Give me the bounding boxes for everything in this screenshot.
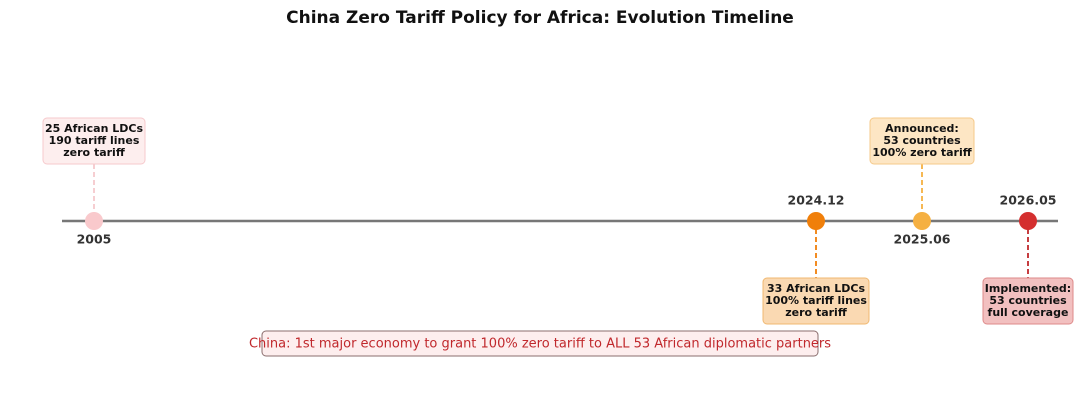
event-date: 2005 <box>77 232 112 247</box>
event-dot <box>807 212 825 230</box>
event-text: 100% tariff lines <box>765 294 867 307</box>
event-box <box>42 117 146 165</box>
event-date: 2024.12 <box>788 193 845 208</box>
event-dot <box>1019 212 1037 230</box>
event-text: 100% zero tariff <box>872 146 971 159</box>
event-box <box>869 117 975 165</box>
event-text: full coverage <box>988 306 1069 319</box>
event-text: Implemented: <box>985 282 1071 295</box>
event-text: 190 tariff lines <box>49 134 140 147</box>
event-text: 25 African LDCs <box>45 122 143 135</box>
event-text: 53 countries <box>883 134 961 147</box>
event-text: zero tariff <box>63 146 125 159</box>
event-dot <box>85 212 103 230</box>
note-box <box>261 330 819 357</box>
note: China: 1st major economy to grant 100% z… <box>249 337 831 352</box>
event-date: 2026.05 <box>1000 193 1057 208</box>
event-text: zero tariff <box>785 306 847 319</box>
event-date: 2025.06 <box>894 232 951 247</box>
event-text: Announced: <box>885 122 959 135</box>
event-box <box>762 277 870 325</box>
event-box <box>982 277 1074 325</box>
event-dot <box>913 212 931 230</box>
title: China Zero Tariff Policy for Africa: Evo… <box>286 8 794 28</box>
event-text: 33 African LDCs <box>767 282 865 295</box>
event-text: 53 countries <box>989 294 1067 307</box>
